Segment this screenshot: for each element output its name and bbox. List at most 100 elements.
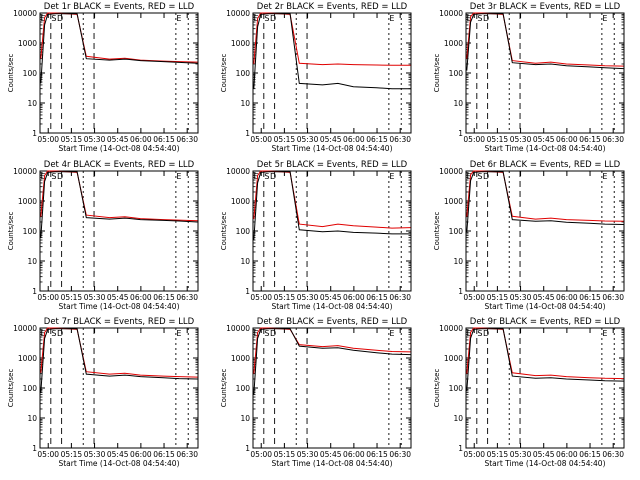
series-events [253,171,411,241]
plot-frame [465,12,625,134]
y-tick-label: 100 [449,384,464,393]
marker-label: D [483,14,489,23]
x-tick-label: 05:45 [533,135,555,144]
y-tick-label: 10000 [226,9,250,18]
x-tick-label: 06:00 [556,135,578,144]
x-axis-label: Start Time (14-Oct-08 04:54:40) [271,144,392,153]
panel-title: Det 6r BLACK = Events, RED = LLD [470,160,621,170]
x-tick-label: 06:30 [602,450,624,459]
series-events [466,13,624,71]
y-tick-label: 10 [453,414,463,423]
y-tick-label: 100 [236,69,251,78]
y-tick-label: 10000 [13,167,37,176]
series-events [466,171,624,233]
y-tick-label: 1000 [18,354,37,363]
x-tick-label: 05:45 [533,450,555,459]
series-lld [466,327,624,380]
x-tick-label: 06:15 [366,135,388,144]
panel-det-6: Det 6r BLACK = Events, RED = LLD 1 10 100 10… [433,160,625,311]
series-lld [253,12,411,66]
panel-title: Det 2r BLACK = Events, RED = LLD [257,2,408,12]
panel-det-4: Det 4r BLACK = Events, RED = LLD 1 10 100 10… [7,160,199,311]
y-tick-label: 100 [23,227,38,236]
x-tick-label: 06:00 [556,450,578,459]
panel-det-9: Det 9r BLACK = Events, RED = LLD 1 10 100 10… [433,317,625,468]
y-tick-label: 1 [245,287,250,296]
x-tick-label: 05:00 [250,135,272,144]
x-tick-label: 05:45 [107,135,129,144]
marker-label: D [483,172,489,181]
marker-label: E [176,329,181,338]
x-tick-label: 06:00 [130,135,152,144]
plot-frame [39,170,199,292]
y-tick-label: 1000 [444,197,463,206]
marker-label: D [270,172,276,181]
series-lld [466,170,624,222]
y-axis-label: Counts/sec [220,54,228,93]
y-tick-label: 100 [449,69,464,78]
x-tick-label: 06:15 [579,135,601,144]
y-axis-label: Counts/sec [433,369,441,408]
plot-frame [252,12,412,134]
marker-label: E [602,14,607,23]
panel-title: Det 7r BLACK = Events, RED = LLD [44,317,195,327]
y-tick-label: 1000 [231,39,250,48]
series-lld [253,170,411,229]
panel-title: Det 9r BLACK = Events, RED = LLD [470,317,621,327]
marker-label: S [51,14,56,23]
x-tick-label: 06:00 [130,293,152,302]
x-tick-label: 05:30 [84,135,106,144]
x-tick-label: 06:30 [389,450,411,459]
marker-label: E [254,329,259,338]
y-tick-label: 1 [458,287,463,296]
x-tick-label: 05:15 [274,450,296,459]
y-tick-label: 10 [453,99,463,108]
series-lld [40,327,198,378]
marker-label: E [389,172,394,181]
series-lld [40,170,198,222]
x-tick-label: 06:30 [389,293,411,302]
marker-label: D [483,329,489,338]
panel-det-1: Det 1r BLACK = Events, RED = LLD 1 10 100 10… [7,2,199,153]
y-axis-label: Counts/sec [220,369,228,408]
marker-label: E [602,172,607,181]
marker-label: E [41,329,46,338]
x-axis-label: Start Time (14-Oct-08 04:54:40) [271,302,392,311]
x-tick-label: 05:00 [37,450,59,459]
x-tick-label: 06:15 [153,450,175,459]
plot-frame [39,327,199,449]
x-tick-label: 05:30 [510,135,532,144]
panel-det-5: Det 5r BLACK = Events, RED = LLD 1 10 100 10… [220,160,412,311]
y-tick-label: 10 [240,99,250,108]
marker-label: E [467,172,472,181]
y-axis-label: Counts/sec [220,212,228,251]
marker-label: E [467,329,472,338]
y-tick-label: 1000 [18,197,37,206]
series-lld [40,12,198,63]
x-tick-label: 06:00 [130,450,152,459]
marker-label: E [467,14,472,23]
x-tick-label: 06:30 [176,135,198,144]
marker-label: E [176,14,181,23]
marker-label: E [254,172,259,181]
marker-label: E [389,14,394,23]
x-tick-label: 05:45 [320,293,342,302]
x-tick-label: 06:15 [153,293,175,302]
series-events [253,328,411,395]
x-axis-label: Start Time (14-Oct-08 04:54:40) [58,144,179,153]
marker-label: E [254,14,259,23]
x-tick-label: 06:30 [602,135,624,144]
marker-label: S [477,329,482,338]
x-tick-label: 05:00 [250,293,272,302]
y-tick-label: 10 [27,257,37,266]
plot-frame [39,12,199,134]
x-tick-label: 06:00 [343,293,365,302]
y-tick-label: 1000 [231,354,250,363]
y-tick-label: 100 [23,384,38,393]
x-tick-label: 05:30 [297,135,319,144]
x-tick-label: 05:45 [320,450,342,459]
marker-label: S [264,329,269,338]
x-tick-label: 06:30 [602,293,624,302]
marker-label: S [51,329,56,338]
